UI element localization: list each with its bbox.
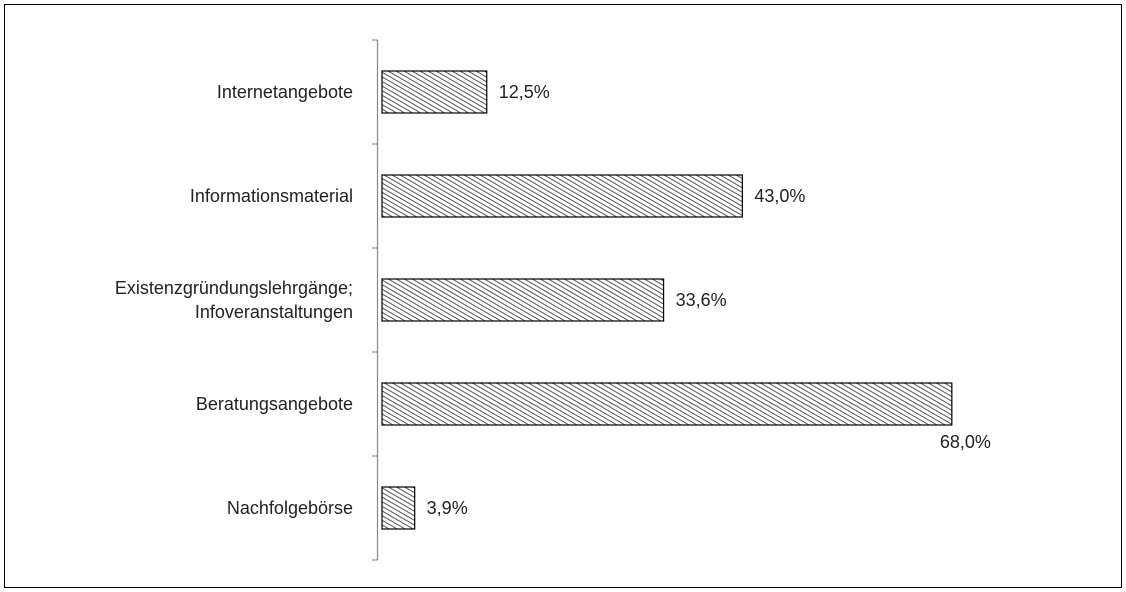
value-label: 3,9%: [426, 498, 468, 518]
bar: [381, 486, 416, 530]
bar: [381, 382, 953, 426]
chart-border: [4, 4, 1122, 588]
bar: [381, 278, 665, 322]
category-label: Informationsmaterial: [189, 186, 353, 206]
value-label: 12,5%: [498, 82, 550, 102]
category-label: Existenzgründungslehrgänge; Infoveransta…: [114, 278, 353, 322]
value-label: 68,0%: [939, 432, 991, 452]
category-label: Beratungsangebote: [195, 394, 353, 414]
bar: [381, 174, 743, 218]
bar: [381, 70, 488, 114]
value-label: 33,6%: [675, 290, 727, 310]
category-label: Internetangebote: [216, 82, 353, 102]
category-label: Nachfolgebörse: [226, 498, 353, 518]
value-label: 43,0%: [754, 186, 806, 206]
